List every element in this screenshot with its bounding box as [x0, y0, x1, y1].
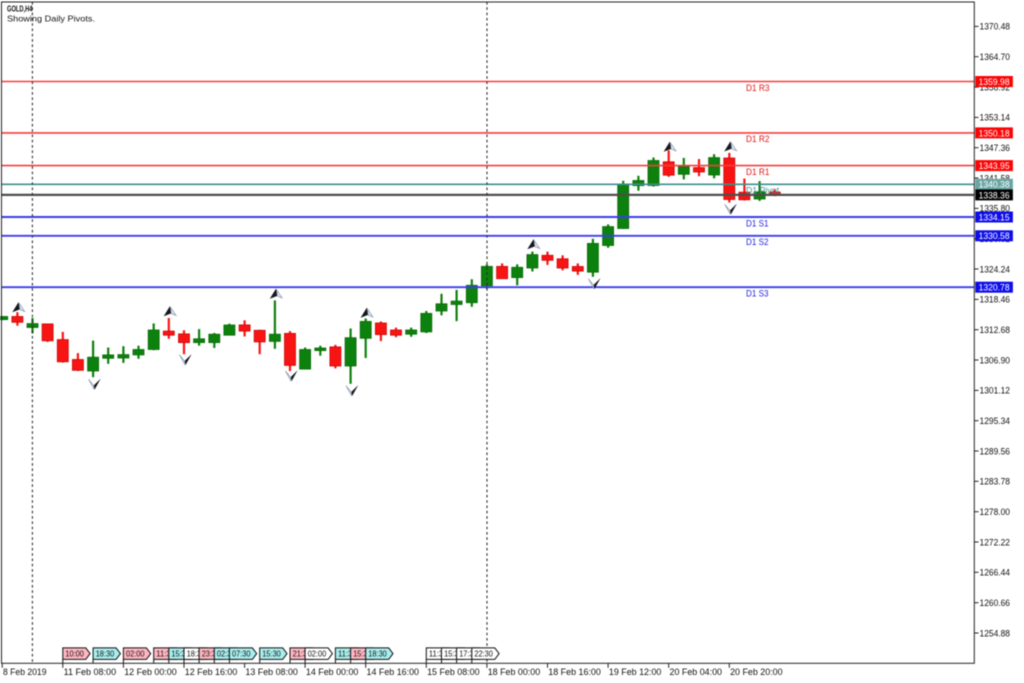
svg-text:18:30: 18:30 [368, 650, 387, 659]
svg-text:15 Feb 08:00: 15 Feb 08:00 [427, 667, 480, 677]
svg-text:1359.98: 1359.98 [979, 77, 1010, 87]
svg-text:14 Feb 00:00: 14 Feb 00:00 [306, 667, 359, 677]
svg-text:20 Feb 20:00: 20 Feb 20:00 [730, 667, 783, 677]
svg-text:D1 Pivot: D1 Pivot [746, 186, 779, 196]
svg-text:1340.38: 1340.38 [979, 180, 1010, 190]
svg-text:1353.14: 1353.14 [980, 113, 1011, 123]
svg-text:11 Feb 08:00: 11 Feb 08:00 [64, 667, 117, 677]
svg-text:1330.58: 1330.58 [979, 231, 1010, 241]
svg-text:1324.24: 1324.24 [980, 264, 1011, 274]
svg-text:1266.44: 1266.44 [980, 568, 1011, 578]
svg-text:1347.36: 1347.36 [980, 143, 1011, 153]
svg-text:1370.48: 1370.48 [980, 22, 1011, 32]
svg-text:18 Feb 16:00: 18 Feb 16:00 [548, 667, 601, 677]
svg-text:11:30: 11:30 [429, 650, 448, 659]
svg-text:15:30: 15:30 [262, 650, 281, 659]
svg-text:1272.22: 1272.22 [980, 537, 1011, 547]
svg-text:1318.46: 1318.46 [980, 295, 1011, 305]
svg-text:15:30: 15:30 [353, 650, 372, 659]
svg-text:19 Feb 12:00: 19 Feb 12:00 [609, 667, 662, 677]
svg-text:1301.12: 1301.12 [980, 386, 1011, 396]
svg-text:1278.00: 1278.00 [980, 507, 1011, 517]
svg-text:22:30: 22:30 [474, 650, 493, 659]
svg-text:1338.36: 1338.36 [979, 190, 1010, 200]
svg-text:1320.78: 1320.78 [979, 283, 1010, 293]
svg-text:8 Feb 2019: 8 Feb 2019 [3, 667, 47, 677]
svg-text:12 Feb 00:00: 12 Feb 00:00 [124, 667, 177, 677]
svg-text:1358.92: 1358.92 [980, 82, 1011, 92]
svg-text:21:30: 21:30 [293, 650, 312, 659]
svg-text:1306.90: 1306.90 [980, 355, 1011, 365]
svg-text:D1 R3: D1 R3 [746, 83, 770, 93]
svg-text:11:30: 11:30 [338, 650, 357, 659]
svg-text:10:00: 10:00 [65, 650, 84, 659]
svg-text:D1 R2: D1 R2 [746, 134, 770, 144]
svg-text:1350.18: 1350.18 [979, 128, 1010, 138]
svg-text:1295.34: 1295.34 [980, 416, 1011, 426]
svg-text:13 Feb 08:00: 13 Feb 08:00 [245, 667, 298, 677]
svg-text:15:30: 15:30 [444, 650, 463, 659]
svg-text:1254.88: 1254.88 [980, 628, 1011, 638]
svg-text:02:00: 02:00 [126, 650, 145, 659]
svg-text:1341.58: 1341.58 [980, 173, 1011, 183]
svg-text:12 Feb 16:00: 12 Feb 16:00 [185, 667, 238, 677]
svg-text:1334.15: 1334.15 [979, 212, 1010, 222]
svg-text:D1 R1: D1 R1 [746, 167, 770, 177]
svg-text:18:30: 18:30 [187, 650, 206, 659]
svg-text:07:30: 07:30 [232, 650, 251, 659]
svg-text:1335.80: 1335.80 [980, 204, 1011, 214]
svg-text:14 Feb 16:00: 14 Feb 16:00 [367, 667, 420, 677]
svg-text:15:30: 15:30 [171, 650, 190, 659]
svg-text:02:30: 02:30 [217, 650, 236, 659]
svg-text:20 Feb 04:00: 20 Feb 04:00 [670, 667, 723, 677]
svg-text:GOLD,H4: GOLD,H4 [7, 4, 33, 14]
svg-text:18:30: 18:30 [96, 650, 115, 659]
svg-text:D1 S1: D1 S1 [746, 218, 769, 228]
svg-text:17:30: 17:30 [459, 650, 478, 659]
svg-text:D1 S3: D1 S3 [746, 289, 769, 299]
svg-text:18 Feb 00:00: 18 Feb 00:00 [488, 667, 541, 677]
svg-text:1283.78: 1283.78 [980, 477, 1011, 487]
svg-text:23:30: 23:30 [202, 650, 221, 659]
svg-text:1260.66: 1260.66 [980, 598, 1011, 608]
svg-text:D1 S2: D1 S2 [746, 237, 769, 247]
svg-text:1343.95: 1343.95 [979, 161, 1010, 171]
svg-text:11:30: 11:30 [156, 650, 175, 659]
svg-text:Showing Daily Pivots.: Showing Daily Pivots. [7, 14, 95, 24]
svg-text:1289.56: 1289.56 [980, 446, 1011, 456]
svg-text:02:00: 02:00 [308, 650, 327, 659]
svg-text:1364.70: 1364.70 [980, 52, 1011, 62]
svg-text:1312.68: 1312.68 [980, 325, 1011, 335]
